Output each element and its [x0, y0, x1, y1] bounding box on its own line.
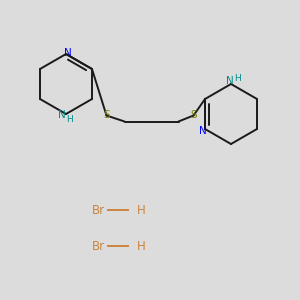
- Text: S: S: [103, 110, 110, 121]
- Text: Br: Br: [92, 239, 105, 253]
- Text: H: H: [136, 203, 145, 217]
- Text: S: S: [190, 110, 197, 121]
- Text: Br: Br: [92, 203, 105, 217]
- Text: H: H: [234, 74, 241, 83]
- Text: N: N: [199, 126, 206, 136]
- Text: N: N: [226, 76, 233, 86]
- Text: H: H: [66, 115, 73, 124]
- Text: H: H: [136, 239, 145, 253]
- Text: N: N: [64, 47, 71, 58]
- Text: N: N: [58, 110, 65, 121]
